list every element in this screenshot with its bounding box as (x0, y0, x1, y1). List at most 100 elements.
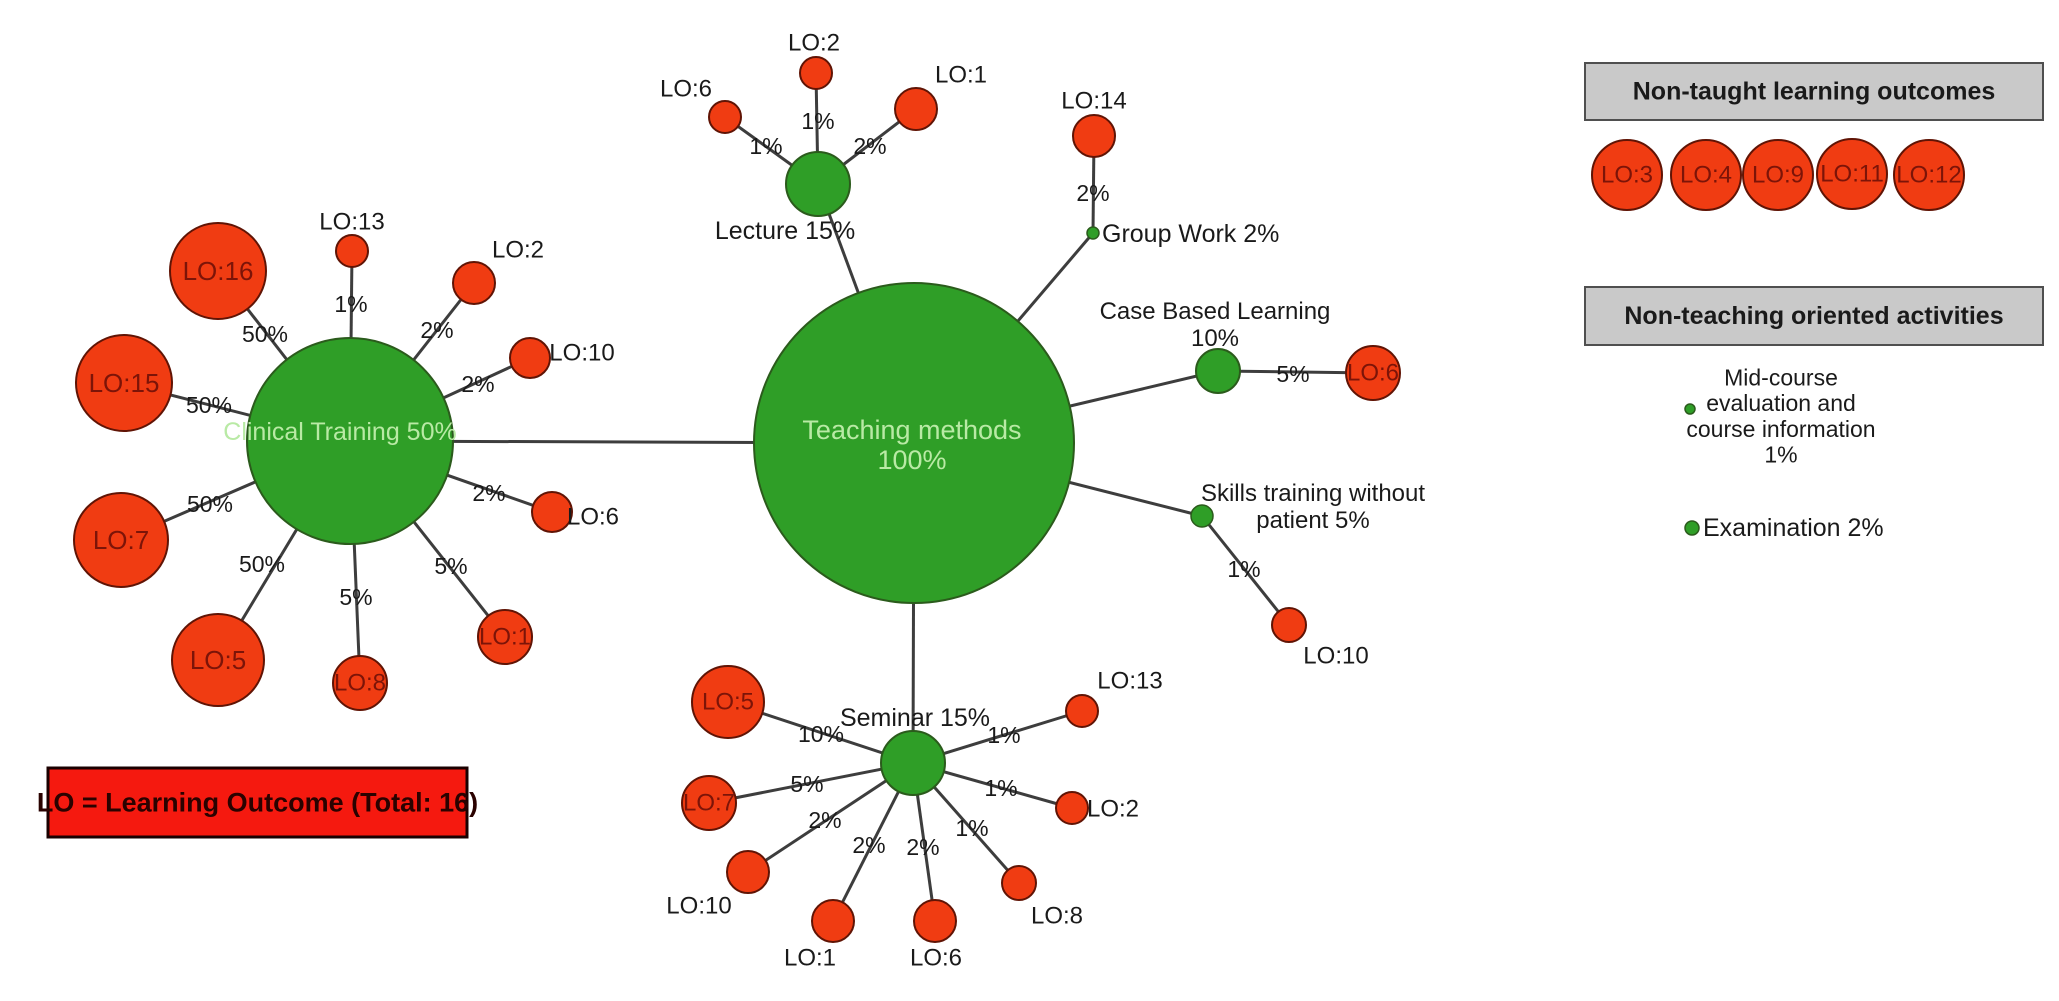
node-sem-lo8-outcome-circle (1001, 865, 1037, 901)
edge-label-clinical-ct-lo6: 2% (472, 480, 505, 506)
label-sem-lo10: LO:10 (666, 893, 731, 920)
edge-label-clinical-ct-lo7: 50% (187, 491, 233, 517)
edge-label-clinical-ct-lo10: 2% (461, 371, 494, 397)
edge-label-clinical-ct-lo16: 50% (242, 321, 288, 347)
edge-label-clinical-ct-lo5: 50% (239, 551, 285, 577)
node-seminar-method-circle (880, 730, 946, 796)
label-ct-lo10: LO:10 (549, 340, 614, 367)
label-lec-lo1: LO:1 (935, 62, 987, 89)
label-ct-lo8: LO:8 (334, 670, 386, 697)
node-sk-lo10-outcome-circle (1271, 607, 1307, 643)
edge-label-clinical-ct-lo13: 1% (334, 291, 367, 317)
edge-label-clinical-ct-lo8: 5% (339, 584, 372, 610)
label-midcourse: Mid-course (1724, 364, 1838, 390)
node-sem-lo13-outcome-circle (1065, 694, 1099, 728)
edge-label-seminar-sem-lo5: 10% (798, 721, 844, 747)
label-skills: patient 5% (1256, 507, 1369, 534)
node-sem-lo2-outcome-circle (1055, 791, 1089, 825)
node-lec-lo2-outcome-circle (799, 56, 833, 90)
label-lec-lo2: LO:2 (788, 30, 840, 57)
node-nt-lo12-outcome-circle (1893, 139, 1965, 211)
node-ct-lo8-outcome-circle (332, 655, 388, 711)
label-nt-lo9: LO:9 (1752, 162, 1804, 189)
label-sem-lo6: LO:6 (910, 945, 962, 972)
node-ct-lo10-outcome-circle (509, 337, 551, 379)
edge-label-groupwork-gw-lo14: 2% (1076, 180, 1109, 206)
label-midcourse: course information (1686, 416, 1875, 442)
label-lec-lo6: LO:6 (660, 76, 712, 103)
label-gw-lo14: LO:14 (1061, 88, 1126, 115)
node-lec-lo6-outcome-circle (708, 100, 742, 134)
edge-label-seminar-sem-lo2: 1% (984, 775, 1017, 801)
node-sem-lo10-outcome-circle (726, 850, 770, 894)
label-sem-lo1: LO:1 (784, 945, 836, 972)
label-sem-lo7: LO:7 (683, 790, 735, 817)
node-sem-lo6-outcome-circle (913, 899, 957, 943)
label-exam: Examination 2% (1703, 514, 1884, 542)
label-cbl-lo6: LO:6 (1347, 360, 1399, 387)
panel-non-taught-title: Non-taught learning outcomes (1633, 78, 1996, 106)
edge-label-skills-sk-lo10: 1% (1227, 556, 1260, 582)
label-midcourse: 1% (1764, 442, 1797, 468)
node-gw-lo14-outcome-circle (1072, 114, 1116, 158)
node-sem-lo5-outcome-circle (691, 665, 765, 739)
label-sk-lo10: LO:10 (1303, 643, 1368, 670)
legend-box (46, 766, 469, 839)
node-ct-lo1-outcome-circle (477, 609, 533, 665)
edge-skills-sk-lo10 (1200, 515, 1291, 626)
label-nt-lo12: LO:12 (1896, 162, 1961, 189)
label-skills: Skills training without (1201, 480, 1425, 507)
label-ct-lo6: LO:6 (567, 504, 619, 531)
label-ct-lo16: LO:16 (183, 256, 254, 286)
label-ct-lo2: LO:2 (492, 237, 544, 264)
label-sem-lo2: LO:2 (1087, 796, 1139, 823)
node-nt-lo3-outcome-circle (1591, 139, 1663, 211)
label-sem-lo8: LO:8 (1031, 903, 1083, 930)
node-groupwork-method-circle (1086, 226, 1100, 240)
node-midcourse-method-circle (1684, 403, 1696, 415)
legend-text: LO = Learning Outcome (Total: 16) (37, 788, 478, 818)
edge-label-cbl-cbl-lo6: 5% (1276, 361, 1309, 387)
label-ct-lo5: LO:5 (190, 645, 246, 675)
node-skills-method-circle (1190, 504, 1214, 528)
label-nt-lo11: LO:11 (1820, 161, 1884, 188)
label-ct-lo13: LO:13 (319, 209, 384, 236)
edge-label-clinical-ct-lo2: 2% (420, 317, 453, 343)
panel-non-taught-box (1584, 62, 2044, 121)
label-groupwork: Group Work 2% (1102, 220, 1279, 248)
node-teaching-method-circle (753, 282, 1075, 604)
label-ct-lo1: LO:1 (479, 624, 531, 651)
label-teaching: Teaching methods (802, 415, 1021, 445)
edge-label-clinical-ct-lo1: 5% (434, 553, 467, 579)
node-nt-lo9-outcome-circle (1742, 139, 1814, 211)
label-nt-lo3: LO:3 (1601, 162, 1653, 189)
label-sem-lo5: LO:5 (702, 689, 754, 716)
label-clinical: Clinical Training 50% (223, 418, 456, 446)
label-seminar: Seminar 15% (840, 704, 990, 732)
label-teaching: 100% (877, 445, 946, 475)
edge-label-lecture-lec-lo2: 1% (801, 108, 834, 134)
node-clinical-method-circle (246, 337, 454, 545)
node-cbl-lo6-outcome-circle (1345, 345, 1401, 401)
node-lecture-method-circle (785, 151, 851, 217)
node-ct-lo5-outcome-circle (171, 613, 265, 707)
node-nt-lo4-outcome-circle (1670, 139, 1742, 211)
node-ct-lo6-outcome-circle (531, 491, 573, 533)
edge-label-seminar-sem-lo1: 2% (852, 832, 885, 858)
edge-label-seminar-sem-lo13: 1% (987, 722, 1020, 748)
panel-non-teaching-title: Non-teaching oriented activities (1624, 302, 2003, 330)
label-sem-lo13: LO:13 (1097, 668, 1162, 695)
edge-label-lecture-lec-lo6: 1% (749, 133, 782, 159)
node-nt-lo11-outcome-circle (1816, 138, 1888, 210)
node-exam-method-circle (1684, 520, 1700, 536)
node-ct-lo2-outcome-circle (452, 261, 496, 305)
node-ct-lo15-outcome-circle (75, 334, 173, 432)
node-ct-lo13-outcome-circle (335, 234, 369, 268)
label-nt-lo4: LO:4 (1680, 162, 1732, 189)
label-ct-lo7: LO:7 (93, 525, 149, 555)
edge-seminar-sem-lo7 (708, 761, 914, 805)
label-cbl: 10% (1191, 325, 1239, 352)
node-sem-lo1-outcome-circle (811, 899, 855, 943)
panel-non-teaching-box (1584, 286, 2044, 346)
